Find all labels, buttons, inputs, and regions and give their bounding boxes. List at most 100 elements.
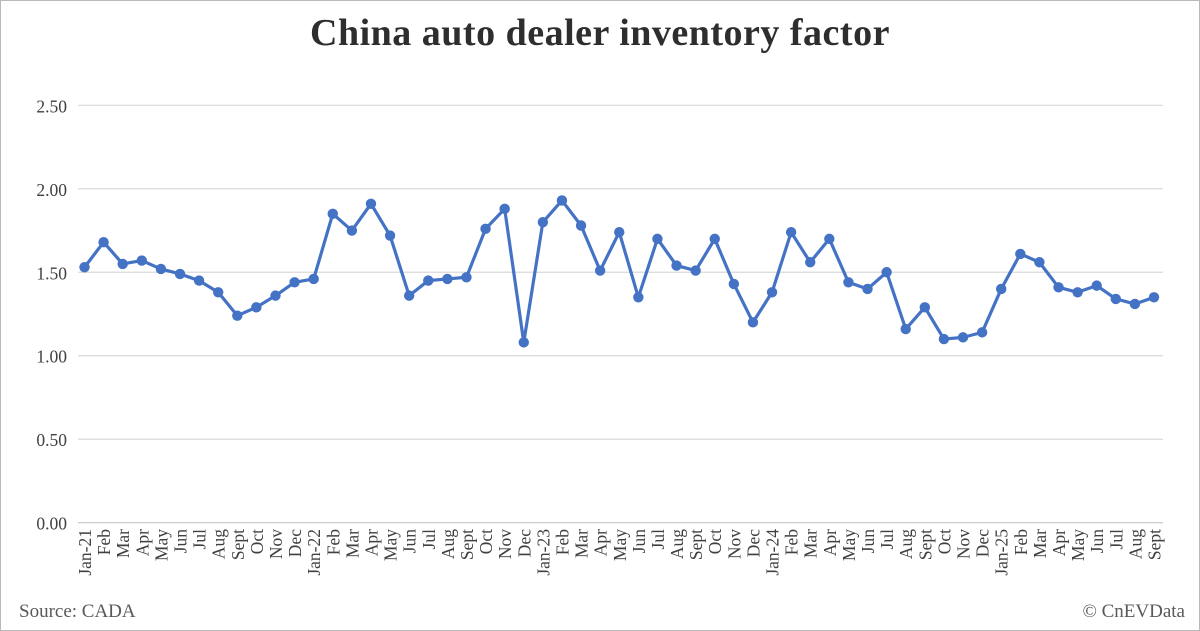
data-point [919, 302, 931, 313]
data-point [251, 302, 262, 313]
data-point [1072, 287, 1083, 298]
data-point [805, 257, 816, 268]
x-tick-label: Mar [1030, 529, 1050, 558]
data-line [82, 198, 1156, 344]
data-point [480, 223, 491, 235]
data-point [862, 283, 873, 295]
x-tick-label: Jan-25 [992, 529, 1012, 576]
x-tick-label: Mar [801, 529, 821, 558]
x-tick-label: Mar [342, 529, 362, 558]
x-tick-label: Feb [782, 529, 802, 556]
data-point [384, 230, 396, 241]
data-point [747, 317, 759, 328]
data-point [270, 290, 281, 301]
data-point [976, 327, 988, 338]
x-tick-label: Jun [170, 529, 190, 554]
data-point [442, 273, 453, 285]
data-point [1053, 282, 1064, 293]
x-tick-label: Sept [915, 529, 935, 560]
x-tick-label: Sept [457, 529, 477, 560]
x-tick-label: Apr [132, 529, 152, 556]
data-point [308, 273, 319, 285]
x-tick-label: Sept [1145, 529, 1165, 560]
data-point [709, 233, 720, 245]
x-tick-label: Dec [973, 529, 993, 557]
x-tick-label: Sept [686, 529, 706, 560]
data-point [633, 292, 644, 303]
y-tick-label: 0.50 [36, 430, 67, 450]
x-tick-label: Aug [667, 529, 687, 559]
x-tick-label: Dec [285, 529, 305, 557]
data-point [174, 268, 186, 280]
y-tick-label: 2.00 [36, 180, 67, 200]
data-point [1110, 293, 1122, 305]
x-tick-label: Aug [896, 529, 916, 559]
x-tick-label: Jul [1106, 529, 1126, 550]
x-tick-label: Oct [247, 529, 267, 554]
data-point [403, 290, 415, 301]
data-point [1034, 257, 1045, 268]
x-tick-label: Jul [877, 529, 897, 550]
data-point [365, 198, 377, 210]
data-point [212, 287, 224, 298]
y-tick-labels: 0.00 0.50 1.00 1.50 2.00 2.50 [36, 96, 67, 533]
x-tick-label: Aug [209, 529, 229, 559]
x-tick-label: Nov [266, 529, 286, 559]
x-tick-label: Oct [476, 529, 496, 554]
x-tick-label: Jul [419, 529, 439, 550]
x-tick-label: Jul [190, 529, 210, 550]
x-tick-label: Jun [400, 529, 420, 554]
x-tick-label: Jun [629, 529, 649, 554]
x-tick-label: Apr [591, 529, 611, 556]
data-point [461, 272, 472, 283]
data-point [556, 195, 568, 206]
data-point [232, 310, 243, 321]
credit-label: © CnEVData [1082, 601, 1185, 622]
data-point [824, 233, 835, 245]
data-point [594, 265, 606, 276]
x-tick-label: Jan-23 [533, 529, 553, 576]
data-point [155, 263, 167, 275]
x-tick-label: Feb [1011, 529, 1031, 556]
x-tick-label: Jul [648, 529, 668, 550]
data-point [499, 203, 510, 215]
data-point [843, 277, 854, 288]
x-tick-label: Sept [228, 529, 248, 560]
source-label: Source: CADA [19, 601, 136, 622]
x-tick-label: Jan-24 [763, 529, 783, 576]
y-tick-label: 1.00 [36, 347, 67, 367]
data-point [193, 275, 205, 286]
x-tick-label: May [610, 529, 630, 561]
data-point [652, 233, 663, 245]
x-tick-label: Oct [934, 529, 954, 554]
y-gridlines [78, 104, 1163, 524]
x-tick-label: Dec [743, 529, 763, 557]
x-tick-label: May [839, 529, 859, 561]
data-point [1129, 298, 1141, 310]
data-point [766, 287, 778, 298]
x-tick-label: Jan-22 [304, 529, 324, 576]
x-tick-label: May [381, 529, 401, 561]
data-point [98, 237, 109, 248]
data-point [614, 226, 625, 238]
y-tick-label: 0.00 [36, 514, 67, 534]
data-point [537, 216, 549, 228]
data-point [728, 278, 740, 290]
data-point [117, 258, 128, 270]
data-point [518, 337, 529, 348]
chart-title: China auto dealer inventory factor [310, 12, 890, 54]
x-tick-label: Jun [1087, 529, 1107, 554]
data-points [79, 195, 1160, 348]
data-point [938, 333, 950, 345]
x-tick-label: May [151, 529, 171, 561]
x-tick-label: May [1068, 529, 1088, 561]
x-tick-label: Apr [1049, 529, 1069, 556]
data-point [996, 283, 1007, 295]
data-point [690, 265, 701, 276]
x-tick-label: Dec [514, 529, 534, 557]
y-tick-label: 1.50 [36, 263, 67, 283]
x-tick-label: Aug [1125, 529, 1145, 559]
x-tick-label: Nov [724, 529, 744, 559]
